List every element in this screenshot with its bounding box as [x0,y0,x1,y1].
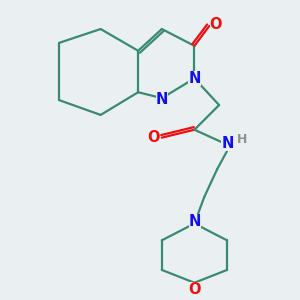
Text: N: N [188,71,201,86]
Text: O: O [209,17,222,32]
Text: O: O [147,130,160,145]
Text: N: N [189,214,201,229]
Text: N: N [156,92,168,107]
Text: N: N [221,136,234,151]
Text: H: H [237,133,248,146]
Text: O: O [188,282,201,297]
